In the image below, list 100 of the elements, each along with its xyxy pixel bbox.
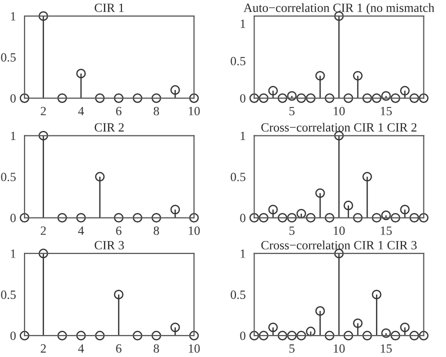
point (20, 93, 30, 103)
point (278, 330, 288, 340)
y-tick-label: 0 (10, 94, 16, 103)
x-tick-label: 5 (289, 106, 295, 116)
point (268, 322, 278, 332)
point (287, 212, 297, 223)
point (20, 212, 30, 223)
point (324, 212, 334, 223)
y-tick-label: 0.5 (1, 290, 16, 300)
point (152, 93, 162, 103)
point (409, 212, 420, 223)
point (315, 188, 325, 198)
point (372, 93, 382, 103)
y-tick-label: 0 (10, 332, 16, 340)
point (344, 330, 354, 340)
y-tick-label: 0.5 (230, 56, 246, 66)
point (76, 212, 86, 223)
point (57, 212, 67, 223)
point (114, 93, 124, 103)
x-tick-label: 8 (154, 106, 159, 116)
x-tick-label: 6 (116, 106, 122, 116)
x-tick-label: 8 (154, 344, 159, 353)
x-tick-label: 15 (380, 106, 392, 116)
point (400, 322, 410, 332)
point (353, 212, 363, 223)
point (390, 330, 400, 340)
x-tick-label: 10 (334, 226, 345, 235)
point (249, 212, 260, 223)
x-tick-label: 4 (78, 344, 84, 353)
y-tick-label: 1 (240, 20, 246, 28)
x-tick-label: 2 (40, 106, 46, 116)
chart-title: CIR 3 (94, 241, 124, 250)
chart-title: CIR 2 (94, 123, 124, 132)
point (170, 85, 180, 95)
point (381, 91, 391, 101)
x-tick-label: 6 (116, 226, 122, 235)
x-tick-label: 2 (40, 344, 46, 353)
point (258, 93, 268, 103)
point (76, 68, 86, 78)
x-tick-label: 2 (40, 226, 46, 235)
point (38, 248, 48, 258)
point (20, 330, 30, 340)
y-tick-label: 1 (11, 250, 16, 258)
point (409, 93, 420, 103)
y-tick-label: 0.5 (1, 172, 16, 182)
y-tick-label: 1 (240, 132, 246, 140)
point (38, 130, 48, 140)
point (296, 330, 306, 340)
x-tick-label: 8 (154, 226, 159, 235)
point (400, 86, 410, 96)
point (362, 93, 372, 103)
point (132, 93, 142, 103)
x-tick-label: 4 (78, 226, 84, 235)
y-tick-label: 0.5 (1, 53, 16, 62)
point (152, 212, 162, 223)
point (372, 290, 382, 300)
point (170, 204, 180, 214)
x-tick-label: 5 (289, 344, 295, 353)
y-tick-label: 0 (240, 94, 246, 103)
point (296, 93, 306, 103)
point (418, 93, 428, 103)
point (249, 93, 260, 103)
point (114, 212, 124, 223)
point (249, 330, 260, 340)
y-tick-label: 1 (11, 132, 16, 140)
x-tick-label: 10 (334, 344, 345, 353)
point (76, 330, 86, 340)
point (38, 11, 48, 21)
point (132, 212, 142, 223)
y-tick-label: 0.5 (230, 172, 246, 182)
point (390, 93, 400, 103)
point (334, 11, 344, 21)
y-tick-label: 0 (10, 214, 16, 222)
point (278, 212, 288, 223)
point (95, 93, 105, 103)
point (353, 70, 363, 81)
point (258, 212, 268, 223)
point (152, 330, 162, 340)
point (372, 212, 382, 223)
x-tick-label: 5 (289, 226, 295, 235)
y-tick-label: 1 (11, 12, 16, 20)
y-tick-label: 1 (240, 250, 246, 258)
x-tick-label: 10 (188, 226, 200, 235)
chart-title: Cross−correlation CIR 1 CIR 3 (261, 240, 417, 250)
point (189, 330, 199, 340)
y-tick-label: 0 (240, 214, 246, 222)
chart-title: CIR 1 (94, 4, 124, 12)
y-tick-label: 0.5 (230, 290, 246, 300)
point (362, 330, 372, 340)
point (57, 93, 67, 103)
point (258, 330, 268, 340)
point (278, 93, 288, 103)
point (400, 204, 410, 214)
point (418, 330, 428, 340)
x-tick-label: 15 (380, 226, 392, 235)
x-tick-label: 10 (188, 106, 200, 116)
point (57, 330, 67, 340)
point (132, 330, 142, 340)
point (315, 306, 325, 316)
point (324, 330, 334, 340)
